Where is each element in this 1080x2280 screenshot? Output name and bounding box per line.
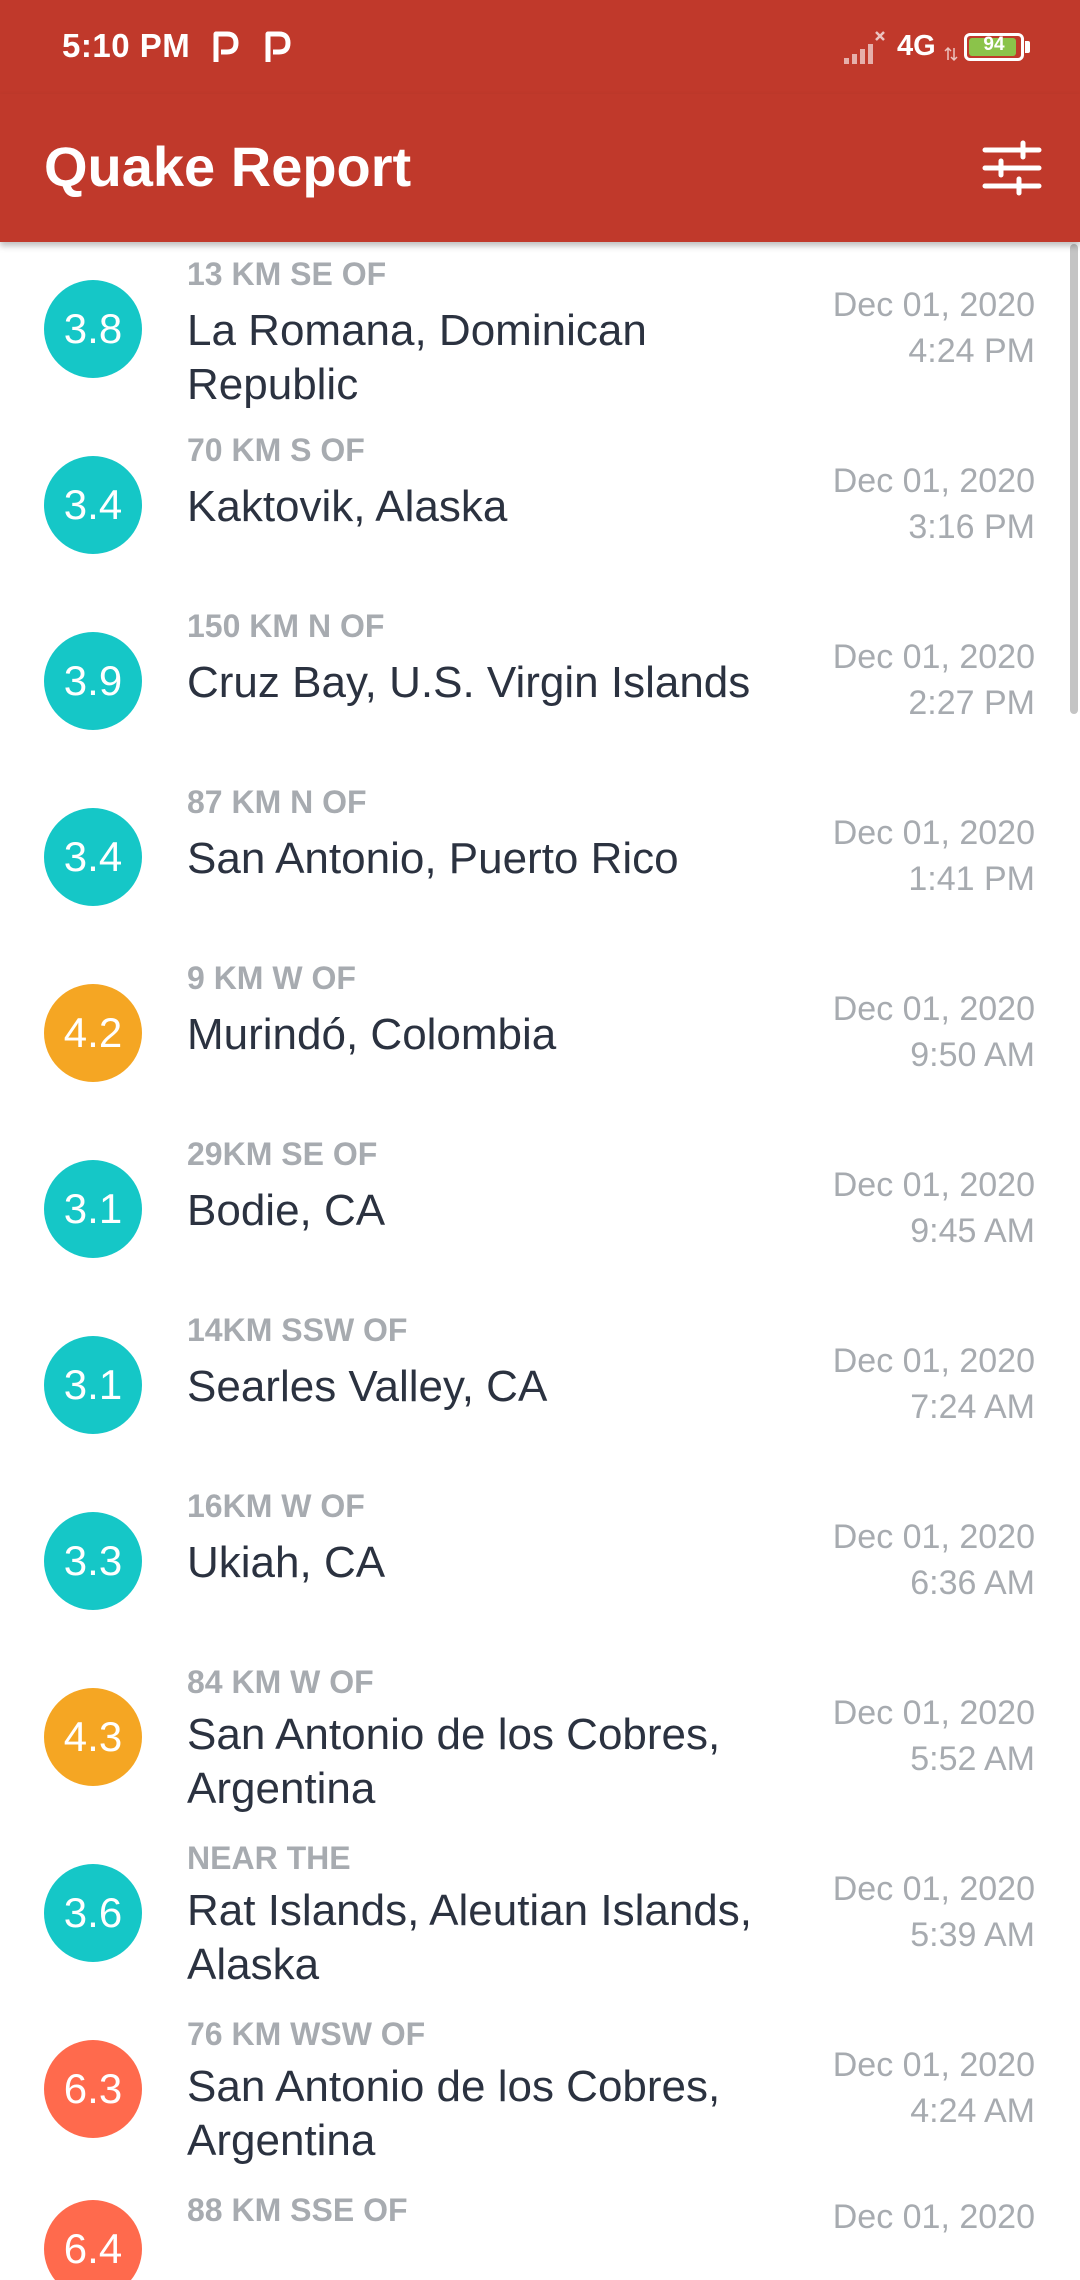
primary-location: Murindó, Colombia <box>187 1010 557 1059</box>
magnitude-badge: 4.3 <box>44 1688 142 1786</box>
earthquake-list-item[interactable]: 3.8 13 KM SE OF La Romana, Dominican Repub… <box>0 242 1068 418</box>
location-offset: 70 KM S OF <box>187 432 365 468</box>
parking-p-icon <box>213 31 239 62</box>
primary-location: San Antonio de los Cobres, Argentina <box>187 2062 721 2165</box>
network-type: 4G <box>897 30 936 62</box>
quake-date: Dec 01, 2020 <box>832 2198 1035 2236</box>
earthquake-list-item[interactable]: 3.9 150 KM N OF Cruz Bay, U.S. Virgin Isla… <box>0 594 1068 770</box>
quake-date: Dec 01, 2020 <box>832 1166 1035 1204</box>
location-offset: 88 KM SSE OF <box>187 2192 408 2228</box>
magnitude-badge: 4.2 <box>44 984 142 1082</box>
primary-location: Kaktovik, Alaska <box>187 482 508 531</box>
primary-location: Ukiah, CA <box>187 1538 386 1587</box>
status-bar: 5:10 PM 4G 94 <box>0 0 1080 94</box>
earthquake-list-item[interactable]: 3.1 29KM SE OF Bodie, CA Dec 01, 2020 9:45 A… <box>0 1122 1068 1298</box>
earthquake-list-item[interactable]: 3.4 70 KM S OF Kaktovik, Alaska Dec 01, 202… <box>0 418 1068 594</box>
battery-tip <box>1025 41 1030 53</box>
magnitude-badge: 3.4 <box>44 456 142 554</box>
quake-time: 3:16 PM <box>908 508 1035 546</box>
magnitude-badge: 3.4 <box>44 808 142 906</box>
location-offset: 16KM W OF <box>187 1488 365 1524</box>
no-signal-icon <box>844 31 885 64</box>
quake-time: 1:41 PM <box>908 860 1035 898</box>
quake-date: Dec 01, 2020 <box>832 1694 1035 1732</box>
quake-time: 7:24 AM <box>910 1388 1035 1426</box>
magnitude-badge: 3.6 <box>44 1864 142 1962</box>
earthquake-list-item[interactable]: 4.3 84 KM W OF San Antonio de los Cobres, … <box>0 1650 1068 1826</box>
magnitude-badge: 3.1 <box>44 1336 142 1434</box>
location-offset: 87 KM N OF <box>187 784 367 820</box>
filter-settings-button[interactable] <box>975 138 1049 198</box>
parking-p-icon <box>265 31 291 62</box>
earthquake-list-item[interactable]: 6.4 88 KM SSE OF Dec 01, 2020 <box>0 2178 1068 2280</box>
primary-location: La Romana, Dominican Republic <box>187 306 647 409</box>
quake-time: 4:24 PM <box>908 332 1035 370</box>
quake-date: Dec 01, 2020 <box>832 286 1035 324</box>
primary-location: Rat Islands, Aleutian Islands, Alaska <box>187 1886 752 1989</box>
quake-date: Dec 01, 2020 <box>832 638 1035 676</box>
location-offset: 84 KM W OF <box>187 1664 374 1700</box>
primary-location: Bodie, CA <box>187 1186 386 1235</box>
scrollbar[interactable] <box>1070 244 1078 714</box>
earthquake-list[interactable]: 3.8 13 KM SE OF La Romana, Dominican Repub… <box>0 242 1068 2280</box>
primary-location: Searles Valley, CA <box>187 1362 548 1411</box>
quake-date: Dec 01, 2020 <box>832 2046 1035 2084</box>
magnitude-badge: 3.9 <box>44 632 142 730</box>
earthquake-list-item[interactable]: 3.3 16KM W OF Ukiah, CA Dec 01, 2020 6:36 AM <box>0 1474 1068 1650</box>
location-offset: 9 KM W OF <box>187 960 356 996</box>
magnitude-badge: 3.8 <box>44 280 142 378</box>
quake-date: Dec 01, 2020 <box>832 1870 1035 1908</box>
quake-time: 4:24 AM <box>910 2092 1035 2130</box>
quake-time: 2:27 PM <box>908 684 1035 722</box>
earthquake-list-item[interactable]: 6.3 76 KM WSW OF San Antonio de los Cobres… <box>0 2002 1068 2178</box>
quake-time: 6:36 AM <box>910 1564 1035 1602</box>
location-offset: 76 KM WSW OF <box>187 2016 426 2052</box>
earthquake-list-item[interactable]: 3.1 14KM SSW OF Searles Valley, CA Dec 01, … <box>0 1298 1068 1474</box>
location-offset: 13 KM SE OF <box>187 256 387 292</box>
battery-icon: 94 <box>964 33 1024 61</box>
quake-date: Dec 01, 2020 <box>832 1518 1035 1556</box>
quake-time: 5:39 AM <box>910 1916 1035 1954</box>
quake-date: Dec 01, 2020 <box>832 814 1035 852</box>
location-offset: 29KM SE OF <box>187 1136 378 1172</box>
quake-time: 9:45 AM <box>910 1212 1035 1250</box>
app-title: Quake Report <box>44 135 412 198</box>
quake-time: 9:50 AM <box>910 1036 1035 1074</box>
primary-location: Cruz Bay, U.S. Virgin Islands <box>187 658 751 707</box>
location-offset: 150 KM N OF <box>187 608 385 644</box>
location-offset: NEAR THE <box>187 1840 351 1876</box>
battery-level: 94 <box>983 34 1005 55</box>
magnitude-badge: 6.4 <box>44 2200 142 2280</box>
earthquake-list-item[interactable]: 3.4 87 KM N OF San Antonio, Puerto Rico Dec… <box>0 770 1068 946</box>
data-activity-icon <box>944 46 958 62</box>
magnitude-badge: 3.3 <box>44 1512 142 1610</box>
earthquake-list-item[interactable]: 3.6 NEAR THE Rat Islands, Aleutian Islands… <box>0 1826 1068 2002</box>
status-time: 5:10 PM <box>62 27 191 64</box>
tune-sliders-icon <box>982 140 1042 196</box>
quake-date: Dec 01, 2020 <box>832 990 1035 1028</box>
app-bar: Quake Report <box>0 94 1080 242</box>
magnitude-badge: 3.1 <box>44 1160 142 1258</box>
earthquake-list-item[interactable]: 4.2 9 KM W OF Murindó, Colombia Dec 01, 202… <box>0 946 1068 1122</box>
location-offset: 14KM SSW OF <box>187 1312 408 1348</box>
battery-fill <box>969 38 1016 56</box>
quake-date: Dec 01, 2020 <box>832 1342 1035 1380</box>
primary-location: San Antonio, Puerto Rico <box>187 834 679 883</box>
quake-date: Dec 01, 2020 <box>832 462 1035 500</box>
magnitude-badge: 6.3 <box>44 2040 142 2138</box>
quake-time: 5:52 AM <box>910 1740 1035 1778</box>
primary-location: San Antonio de los Cobres, Argentina <box>187 1710 721 1813</box>
